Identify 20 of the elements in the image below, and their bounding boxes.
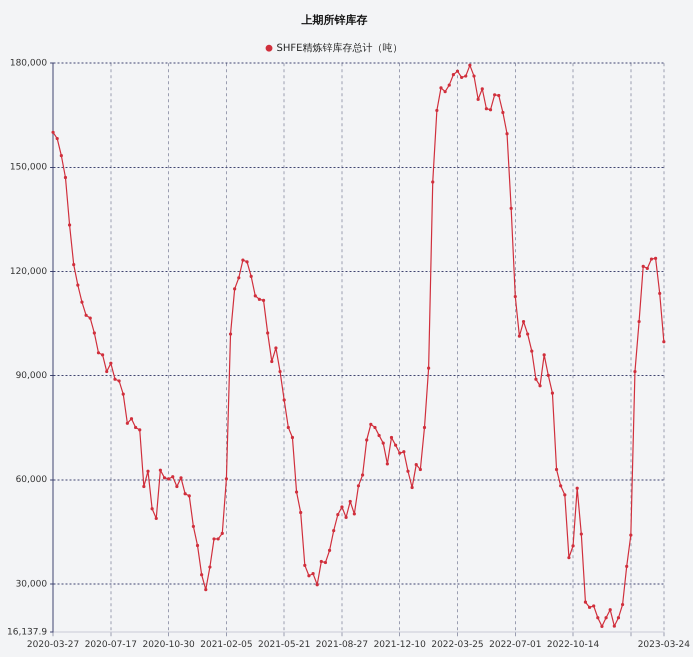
y-tick-label: 120,000 — [10, 266, 48, 277]
y-tick-label: 30,000 — [16, 579, 48, 590]
x-tick-label: 2023-03-24 — [638, 640, 690, 650]
x-tick-label: 2021-12-10 — [374, 640, 426, 650]
x-tick-label: 2022-07-01 — [489, 640, 542, 650]
y-tick-label: 16,137.9 — [7, 628, 48, 638]
legend-label: SHFE精炼锌库存总计（吨） — [276, 42, 402, 54]
x-tick-label: 2020-03-27 — [26, 640, 80, 650]
x-tick-label: 2020-07-17 — [84, 640, 138, 650]
x-tick-label: 2022-03-25 — [431, 640, 484, 650]
y-tick-label: 90,000 — [16, 371, 48, 382]
x-tick-label: 2022-10-14 — [546, 640, 600, 650]
x-tick-label: 2021-02-05 — [200, 640, 253, 650]
y-tick-label: 150,000 — [10, 162, 48, 173]
x-tick-label: 2021-08-27 — [316, 640, 368, 650]
chart-title: 上期所锌库存 — [300, 13, 368, 26]
x-tick-label: 2021-05-21 — [258, 640, 310, 650]
y-tick-label: 60,000 — [16, 475, 48, 486]
x-tick-label: 2020-10-30 — [142, 640, 196, 650]
y-tick-label: 180,000 — [10, 58, 48, 69]
